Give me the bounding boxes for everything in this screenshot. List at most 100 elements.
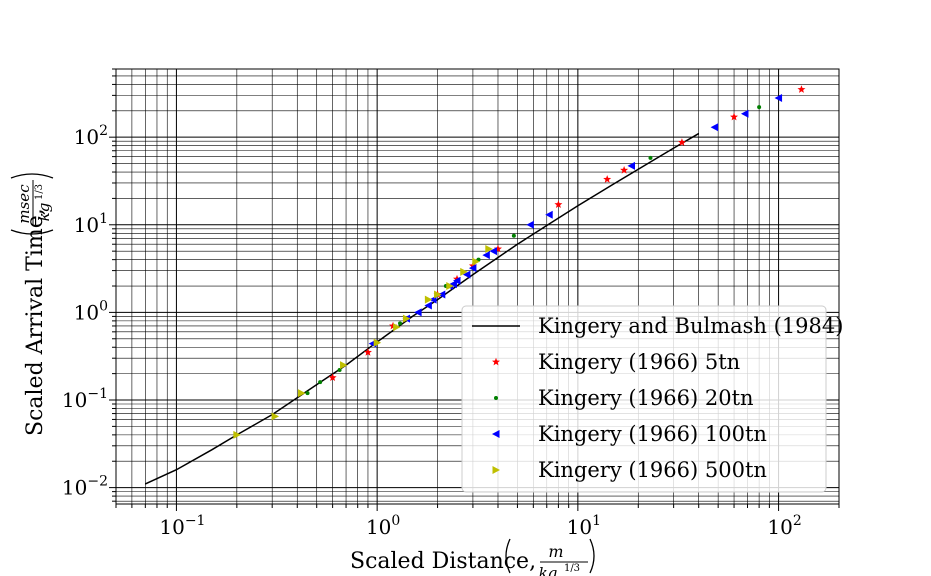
data-point xyxy=(437,290,446,299)
y-unit-numerator: msec xyxy=(15,184,33,224)
x-unit-numerator: m xyxy=(548,542,563,561)
y-tick-label-text: 102 xyxy=(74,123,108,149)
data-point xyxy=(453,276,461,285)
y-tick-label-text: 101 xyxy=(74,211,108,237)
data-point xyxy=(340,361,348,370)
data-point xyxy=(627,161,635,170)
x-tick-label: 100 xyxy=(366,513,400,539)
y-axis-title: Scaled Arrival Time, msec kg 1/3 xyxy=(10,173,54,436)
data-point xyxy=(468,261,477,270)
y-axis-unit: msec kg 1/3 xyxy=(10,173,54,235)
legend-item: Kingery (1966) 500tn xyxy=(492,458,767,482)
y-tick-label: 101 xyxy=(74,211,108,237)
data-point xyxy=(460,267,468,276)
data-point xyxy=(337,368,342,373)
y-unit-exponent: 1/3 xyxy=(34,184,45,200)
y-tick-label: 100 xyxy=(74,298,108,324)
data-point xyxy=(774,93,783,102)
x-tick-label-text: 101 xyxy=(567,513,601,539)
legend-label: Kingery (1966) 100tn xyxy=(538,422,767,446)
legend-swatch xyxy=(492,357,500,366)
data-point xyxy=(318,380,323,385)
data-point xyxy=(472,257,480,266)
data-point xyxy=(545,210,553,219)
legend-label: Kingery and Bulmash (1984) xyxy=(538,314,843,338)
data-point xyxy=(710,123,719,132)
data-point xyxy=(305,391,310,396)
legend-swatch xyxy=(492,466,500,474)
data-point xyxy=(554,200,563,208)
data-point xyxy=(468,264,477,273)
legend-item: Kingery (1966) 20tn xyxy=(494,386,754,410)
y-tick-label-text: 10−1 xyxy=(62,386,108,412)
data-point xyxy=(389,321,398,330)
y-tick-label: 102 xyxy=(74,123,108,149)
y-tick-label-text: 10−2 xyxy=(62,474,108,500)
x-axis-unit: m kg 1/3 xyxy=(505,538,595,576)
x-unit-exponent: 1/3 xyxy=(564,563,580,574)
data-point xyxy=(730,112,739,121)
data-point xyxy=(462,270,471,279)
y-tick-label: 10−2 xyxy=(62,474,108,500)
data-point xyxy=(757,105,762,110)
legend-item: Kingery (1966) 100tn xyxy=(492,422,767,446)
data-point xyxy=(298,389,306,398)
data-point xyxy=(740,109,749,118)
y-axis-label: Scaled Arrival Time, xyxy=(23,208,48,436)
data-point xyxy=(603,175,612,183)
data-point xyxy=(648,155,653,160)
legend-swatch xyxy=(494,396,498,400)
data-point xyxy=(402,314,411,323)
data-point xyxy=(482,251,490,260)
data-point xyxy=(526,220,534,229)
data-point xyxy=(363,348,372,356)
data-point xyxy=(414,308,422,317)
data-point xyxy=(485,244,493,253)
series-4 xyxy=(233,244,493,439)
y-unit-denominator: kg xyxy=(35,203,53,222)
legend-label: Kingery (1966) 5tn xyxy=(538,350,740,374)
legend-label: Kingery (1966) 20tn xyxy=(538,386,754,410)
data-point xyxy=(271,412,280,421)
x-tick-label-text: 100 xyxy=(366,513,400,539)
data-point xyxy=(434,290,442,299)
data-point xyxy=(328,373,337,382)
x-tick-label-text: 102 xyxy=(767,513,801,539)
data-point xyxy=(424,295,433,304)
x-unit-denominator: kg xyxy=(539,564,558,576)
data-point xyxy=(449,280,457,289)
x-tick-label: 101 xyxy=(567,513,601,539)
legend-label: Kingery (1966) 500tn xyxy=(538,458,767,482)
legend-item: Kingery and Bulmash (1984) xyxy=(472,314,843,338)
data-point xyxy=(233,430,241,439)
axis-ticks xyxy=(109,68,840,511)
x-tick-label: 10−1 xyxy=(159,513,205,539)
data-point xyxy=(797,85,806,93)
legend: Kingery and Bulmash (1984) Kingery (1966)… xyxy=(461,305,843,493)
x-tick-labels: 10−1 100 101 102 xyxy=(159,513,801,539)
series-0 xyxy=(145,132,700,485)
data-point xyxy=(373,338,382,347)
data-point xyxy=(398,321,403,326)
series-line xyxy=(145,132,700,485)
y-tick-label-text: 100 xyxy=(74,298,108,324)
data-point xyxy=(446,282,454,291)
data-point xyxy=(511,233,516,238)
legend-item: Kingery (1966) 5tn xyxy=(492,350,740,374)
data-point xyxy=(489,247,498,256)
x-axis-label: Scaled Distance, xyxy=(350,549,536,574)
series-layer xyxy=(145,85,806,485)
data-point xyxy=(493,244,502,253)
x-tick-label: 102 xyxy=(767,513,801,539)
x-tick-label-text: 10−1 xyxy=(159,513,205,539)
y-tick-labels: 10−2 10−1 100 101 102 xyxy=(62,123,108,499)
legend-box xyxy=(461,305,827,493)
data-point xyxy=(393,323,401,332)
data-point xyxy=(677,138,686,146)
data-point xyxy=(424,301,432,310)
x-axis-title: Scaled Distance, m kg 1/3 xyxy=(350,538,595,576)
data-point xyxy=(620,165,629,174)
legend-swatch xyxy=(492,430,500,438)
legend-items: Kingery and Bulmash (1984) Kingery (1966)… xyxy=(472,314,843,482)
